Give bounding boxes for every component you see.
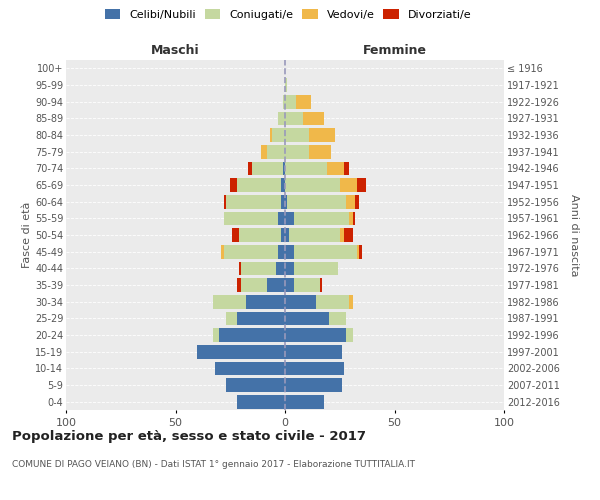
Bar — [296, 95, 311, 108]
Bar — [221, 245, 224, 258]
Y-axis label: Fasce di età: Fasce di età — [22, 202, 32, 268]
Bar — [245, 295, 285, 308]
Bar — [241, 262, 276, 275]
Bar — [285, 228, 289, 242]
Bar — [316, 295, 349, 308]
Bar — [239, 228, 281, 242]
Bar — [285, 245, 294, 258]
Bar — [276, 262, 285, 275]
Bar — [239, 262, 241, 275]
Bar — [349, 295, 353, 308]
Bar — [359, 245, 362, 258]
Bar — [278, 212, 285, 225]
Bar — [248, 162, 252, 175]
Bar — [237, 312, 285, 325]
Bar — [197, 345, 285, 358]
Text: COMUNE DI PAGO VEIANO (BN) - Dati ISTAT 1° gennaio 2017 - Elaborazione TUTTITALI: COMUNE DI PAGO VEIANO (BN) - Dati ISTAT … — [12, 460, 415, 469]
Bar — [353, 212, 355, 225]
Bar — [349, 212, 353, 225]
Bar — [285, 328, 346, 342]
Bar — [285, 395, 325, 408]
Bar — [281, 228, 285, 242]
Bar — [285, 212, 294, 225]
Bar — [357, 245, 359, 258]
Bar — [226, 312, 237, 325]
Bar — [237, 178, 281, 192]
Bar — [320, 278, 322, 292]
Bar — [220, 328, 285, 342]
Bar — [215, 362, 285, 375]
Bar — [261, 145, 268, 158]
Bar — [224, 195, 226, 208]
Bar — [344, 162, 349, 175]
Bar — [289, 228, 340, 242]
Bar — [326, 162, 344, 175]
Bar — [230, 178, 237, 192]
Bar — [213, 295, 245, 308]
Bar — [346, 328, 353, 342]
Bar — [285, 278, 294, 292]
Bar — [294, 245, 357, 258]
Bar — [241, 278, 268, 292]
Bar — [309, 145, 331, 158]
Bar — [287, 195, 346, 208]
Bar — [283, 162, 285, 175]
Bar — [302, 112, 325, 125]
Bar — [340, 178, 357, 192]
Bar — [272, 128, 285, 142]
Bar — [224, 212, 278, 225]
Bar — [309, 128, 335, 142]
Bar — [285, 312, 329, 325]
Bar — [226, 195, 281, 208]
Bar — [344, 228, 353, 242]
Bar — [224, 245, 278, 258]
Bar — [340, 228, 344, 242]
Y-axis label: Anni di nascita: Anni di nascita — [569, 194, 579, 276]
Bar — [285, 95, 296, 108]
Bar — [329, 312, 346, 325]
Bar — [357, 178, 366, 192]
Bar — [285, 145, 309, 158]
Bar — [294, 262, 338, 275]
Bar — [237, 278, 241, 292]
Bar — [281, 178, 285, 192]
Bar — [269, 128, 272, 142]
Bar — [285, 345, 342, 358]
Text: Maschi: Maschi — [151, 44, 200, 57]
Bar — [268, 278, 285, 292]
Bar — [213, 328, 220, 342]
Bar — [285, 128, 309, 142]
Bar — [285, 262, 294, 275]
Bar — [285, 195, 287, 208]
Legend: Celibi/Nubili, Coniugati/e, Vedovi/e, Divorziati/e: Celibi/Nubili, Coniugati/e, Vedovi/e, Di… — [101, 6, 475, 23]
Text: Popolazione per età, sesso e stato civile - 2017: Popolazione per età, sesso e stato civil… — [12, 430, 366, 443]
Bar — [355, 195, 359, 208]
Bar — [283, 95, 285, 108]
Bar — [285, 162, 326, 175]
Bar — [285, 78, 287, 92]
Text: Femmine: Femmine — [362, 44, 427, 57]
Bar — [252, 162, 283, 175]
Bar — [285, 295, 316, 308]
Bar — [278, 245, 285, 258]
Bar — [285, 112, 302, 125]
Bar — [294, 212, 349, 225]
Bar — [294, 278, 320, 292]
Bar — [285, 378, 342, 392]
Bar — [285, 178, 340, 192]
Bar — [346, 195, 355, 208]
Bar — [285, 362, 344, 375]
Bar — [268, 145, 285, 158]
Bar — [281, 195, 285, 208]
Bar — [237, 395, 285, 408]
Bar — [232, 228, 239, 242]
Bar — [278, 112, 285, 125]
Bar — [226, 378, 285, 392]
